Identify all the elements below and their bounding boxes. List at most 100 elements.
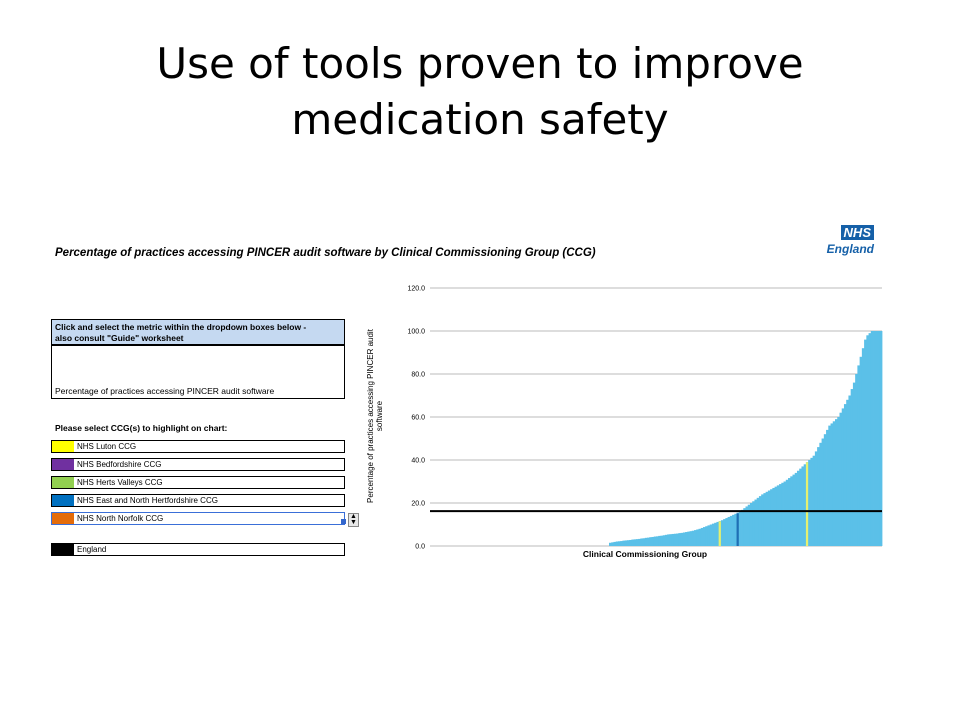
slide-title-line-1: Use of tools proven to improve xyxy=(156,39,804,88)
ccg-select-label: NHS Herts Valleys CCG xyxy=(77,478,163,487)
ccg-select-label: NHS Luton CCG xyxy=(77,442,137,451)
ccg-color-swatch xyxy=(52,513,74,524)
y-axis-ticks: 0.0 20.0 40.0 60.0 80.0 100.0 120.0 xyxy=(407,286,425,551)
ccg-bar xyxy=(850,389,854,546)
ccg-bar xyxy=(808,460,811,546)
ccg-bar xyxy=(647,537,650,546)
ccg-bar xyxy=(714,522,717,546)
ccg-bar xyxy=(734,513,737,546)
y-tick-label: 40.0 xyxy=(411,458,425,465)
ccg-bar xyxy=(758,496,762,546)
ccg-bar xyxy=(877,331,881,546)
ccg-bar xyxy=(622,540,626,546)
ccg-select-herts-valleys[interactable]: NHS Herts Valleys CCG xyxy=(51,476,345,489)
ccg-bar xyxy=(711,523,715,546)
ccg-bar xyxy=(611,542,614,546)
ccg-bar xyxy=(640,538,643,546)
ccg-select-label: NHS Bedfordshire CCG xyxy=(77,460,162,469)
ccg-bar xyxy=(615,541,619,546)
ccg-select-east-north-herts[interactable]: NHS East and North Hertfordshire CCG xyxy=(51,494,345,507)
x-axis-title: Clinical Commissioning Group xyxy=(583,549,707,559)
ccg-bar xyxy=(835,419,838,546)
ccg-bar xyxy=(761,494,764,546)
ccg-select-luton[interactable]: NHS Luton CCG xyxy=(51,440,345,453)
ccg-bar xyxy=(756,497,760,546)
ccg-bar xyxy=(727,516,731,546)
ccg-bar xyxy=(633,539,637,546)
ccg-color-swatch xyxy=(52,477,74,488)
ccg-bar xyxy=(617,541,621,546)
chart-gridlines xyxy=(430,287,882,547)
ccg-bar xyxy=(875,331,878,546)
selection-handle[interactable] xyxy=(341,519,346,524)
metric-selected-value[interactable]: Percentage of practices accessing PINCER… xyxy=(55,386,275,396)
ccg-bar xyxy=(658,535,661,546)
ccg-bar xyxy=(620,541,623,546)
ccg-bar xyxy=(839,412,843,546)
ccg-bar xyxy=(609,542,612,546)
ccg-select-north-norfolk[interactable]: NHS North Norfolk CCG xyxy=(51,512,345,525)
metric-dropdown-box[interactable]: Click and select the metric within the d… xyxy=(51,319,345,399)
ccg-bar xyxy=(638,538,641,546)
ccg-bar xyxy=(803,464,807,546)
metric-prompt-line-2: also consult "Guide" worksheet xyxy=(55,333,184,343)
y-axis-title-line-2: software xyxy=(375,400,384,431)
ccg-bar xyxy=(843,404,847,546)
ccg-bar xyxy=(662,535,666,546)
ccg-bar xyxy=(678,533,682,546)
ccg-bar xyxy=(651,536,655,546)
y-tick-label: 60.0 xyxy=(411,415,425,422)
ccg-bar xyxy=(729,515,733,546)
ccg-bar xyxy=(738,511,742,546)
ccg-bar xyxy=(698,528,702,546)
ccg-bar xyxy=(716,521,720,546)
ccg-bar xyxy=(664,534,668,546)
ccg-bar xyxy=(709,524,713,546)
ccg-bar xyxy=(810,457,814,546)
ccg-bar xyxy=(725,518,729,546)
ccg-bar xyxy=(649,537,652,546)
metric-prompt-line-1: Click and select the metric within the d… xyxy=(55,322,307,332)
ccg-bar xyxy=(864,339,867,546)
ccg-bar xyxy=(861,348,865,546)
y-tick-label: 0.0 xyxy=(415,544,425,551)
ccg-bar xyxy=(776,485,780,546)
ccg-bar xyxy=(732,514,735,546)
ccg-select-label: NHS North Norfolk CCG xyxy=(77,514,164,523)
ccg-bar xyxy=(848,395,852,546)
ccg-bar xyxy=(772,487,775,546)
ccg-bar xyxy=(644,537,648,546)
ccg-bar xyxy=(852,382,856,546)
nhs-logo-box: NHS xyxy=(840,225,874,240)
ccg-bar xyxy=(685,532,688,546)
ccg-bar xyxy=(819,442,822,546)
ccg-bar xyxy=(873,331,876,546)
ccg-bar xyxy=(631,539,635,546)
ccg-bar xyxy=(857,365,861,546)
ccg-bar xyxy=(765,491,769,546)
slide-title-line-2: medication safety xyxy=(291,95,669,144)
ccg-bar xyxy=(868,333,872,546)
ccg-bar xyxy=(676,533,679,546)
ccg-bar xyxy=(779,484,782,546)
ccg-bar xyxy=(745,506,749,546)
ccg-bar xyxy=(817,447,820,546)
highlighted-ccg-bar xyxy=(718,521,721,546)
ccg-select-prompt: Please select CCG(s) to highlight on cha… xyxy=(55,423,228,433)
ccg-color-swatch xyxy=(52,441,74,452)
england-row: England xyxy=(51,543,345,556)
slide-title: Use of tools proven to improve medicatio… xyxy=(0,36,960,148)
y-tick-label: 80.0 xyxy=(411,372,425,379)
ccg-color-swatch xyxy=(52,459,74,470)
ccg-bar xyxy=(694,530,697,546)
dropdown-arrow-icon[interactable]: ▲ ▼ xyxy=(348,513,359,527)
ccg-bar xyxy=(823,434,827,546)
panel-heading: Percentage of practices accessing PINCER… xyxy=(55,247,596,259)
england-color-swatch xyxy=(52,544,74,555)
ccg-select-bedfordshire[interactable]: NHS Bedfordshire CCG xyxy=(51,458,345,471)
ccg-bar xyxy=(707,525,711,546)
chart-highlight-bars xyxy=(718,462,809,546)
ccg-select-label: NHS East and North Hertfordshire CCG xyxy=(77,496,218,505)
ccg-bar xyxy=(689,531,693,546)
ccg-bar xyxy=(752,501,755,546)
